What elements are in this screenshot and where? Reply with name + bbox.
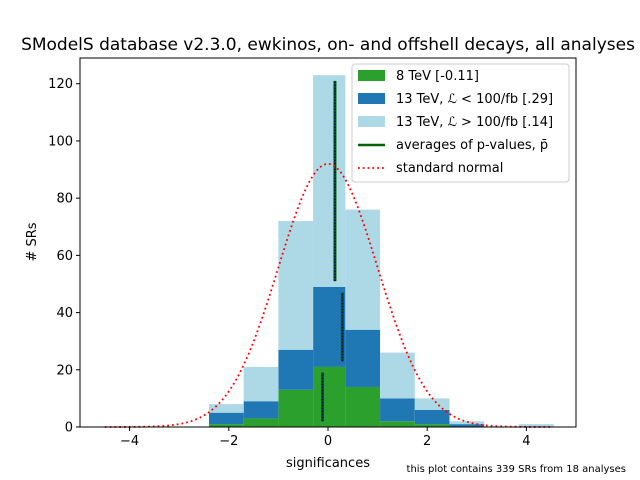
bar-series1-bin2 (278, 349, 314, 390)
legend-frame (351, 63, 570, 183)
bar-series2-bin9 (518, 424, 554, 427)
legend-label-averages: averages of p-values, p̄ (396, 138, 548, 153)
legend-swatch-8tev (358, 70, 385, 81)
bar-series1-bin3 (313, 286, 346, 367)
histogram-bars (208, 75, 554, 427)
y-tick-label: 60 (56, 249, 73, 264)
y-tick-label: 40 (56, 306, 73, 321)
x-tick-label: 2 (423, 434, 431, 449)
y-tick-label: 120 (48, 77, 73, 92)
legend: 8 TeV [-0.11] 13 TeV, ℒ < 100/fb [.29] 1… (351, 63, 570, 183)
x-axis-label: significances (286, 456, 370, 471)
bar-series0-bin4 (345, 386, 381, 427)
bar-series2-bin3 (313, 75, 346, 287)
bar-series0-bin2 (278, 389, 314, 427)
bar-series0-bin3 (313, 366, 346, 427)
x-axis-ticks: −4 −2 0 2 4 (120, 427, 531, 449)
bar-series1-bin6 (414, 409, 450, 425)
average-p-value-lines (321, 80, 344, 422)
bar-series0-bin6 (414, 424, 450, 427)
legend-label-8tev: 8 TeV [-0.11] (396, 69, 479, 84)
footnote: this plot contains 339 SRs from 18 analy… (407, 464, 626, 475)
bar-series1-bin5 (380, 398, 415, 422)
standard-normal-curve (104, 162, 552, 428)
bar-series1-bin1 (243, 401, 279, 419)
bar-series1-bin0 (208, 412, 244, 425)
chart-title: SModelS database v2.3.0, ewkinos, on- an… (21, 35, 635, 55)
y-tick-label: 100 (48, 134, 73, 149)
x-tick-label: −2 (219, 434, 238, 449)
y-tick-label: 80 (56, 192, 73, 207)
bar-series2-bin4 (345, 209, 381, 330)
bar-series1-bin7 (449, 424, 485, 427)
y-axis-label: # SRs (25, 222, 40, 261)
y-axis-ticks: 0 20 40 60 80 100 120 (48, 77, 80, 436)
legend-swatch-13tev-high (358, 116, 385, 127)
bar-series1-bin4 (345, 329, 381, 387)
x-tick-label: 0 (324, 434, 332, 449)
legend-label-13tev-high: 13 TeV, ℒ > 100/fb [.14] (396, 115, 553, 130)
legend-label-normal: standard normal (396, 161, 503, 176)
bar-series2-bin0 (208, 404, 244, 413)
bar-series0-bin0 (208, 424, 244, 427)
x-tick-label: 4 (522, 434, 530, 449)
bar-series2-bin2 (278, 221, 314, 350)
legend-swatch-13tev-low (358, 93, 385, 104)
y-tick-label: 0 (65, 421, 73, 436)
y-tick-label: 20 (56, 363, 73, 378)
legend-label-13tev-low: 13 TeV, ℒ < 100/fb [.29] (396, 92, 553, 107)
x-tick-label: −4 (120, 434, 139, 449)
bar-series2-bin1 (243, 366, 279, 402)
bar-series2-bin5 (380, 352, 415, 399)
bar-series0-bin1 (243, 418, 279, 427)
bar-series2-bin6 (414, 398, 450, 410)
bar-series0-bin5 (380, 421, 415, 427)
